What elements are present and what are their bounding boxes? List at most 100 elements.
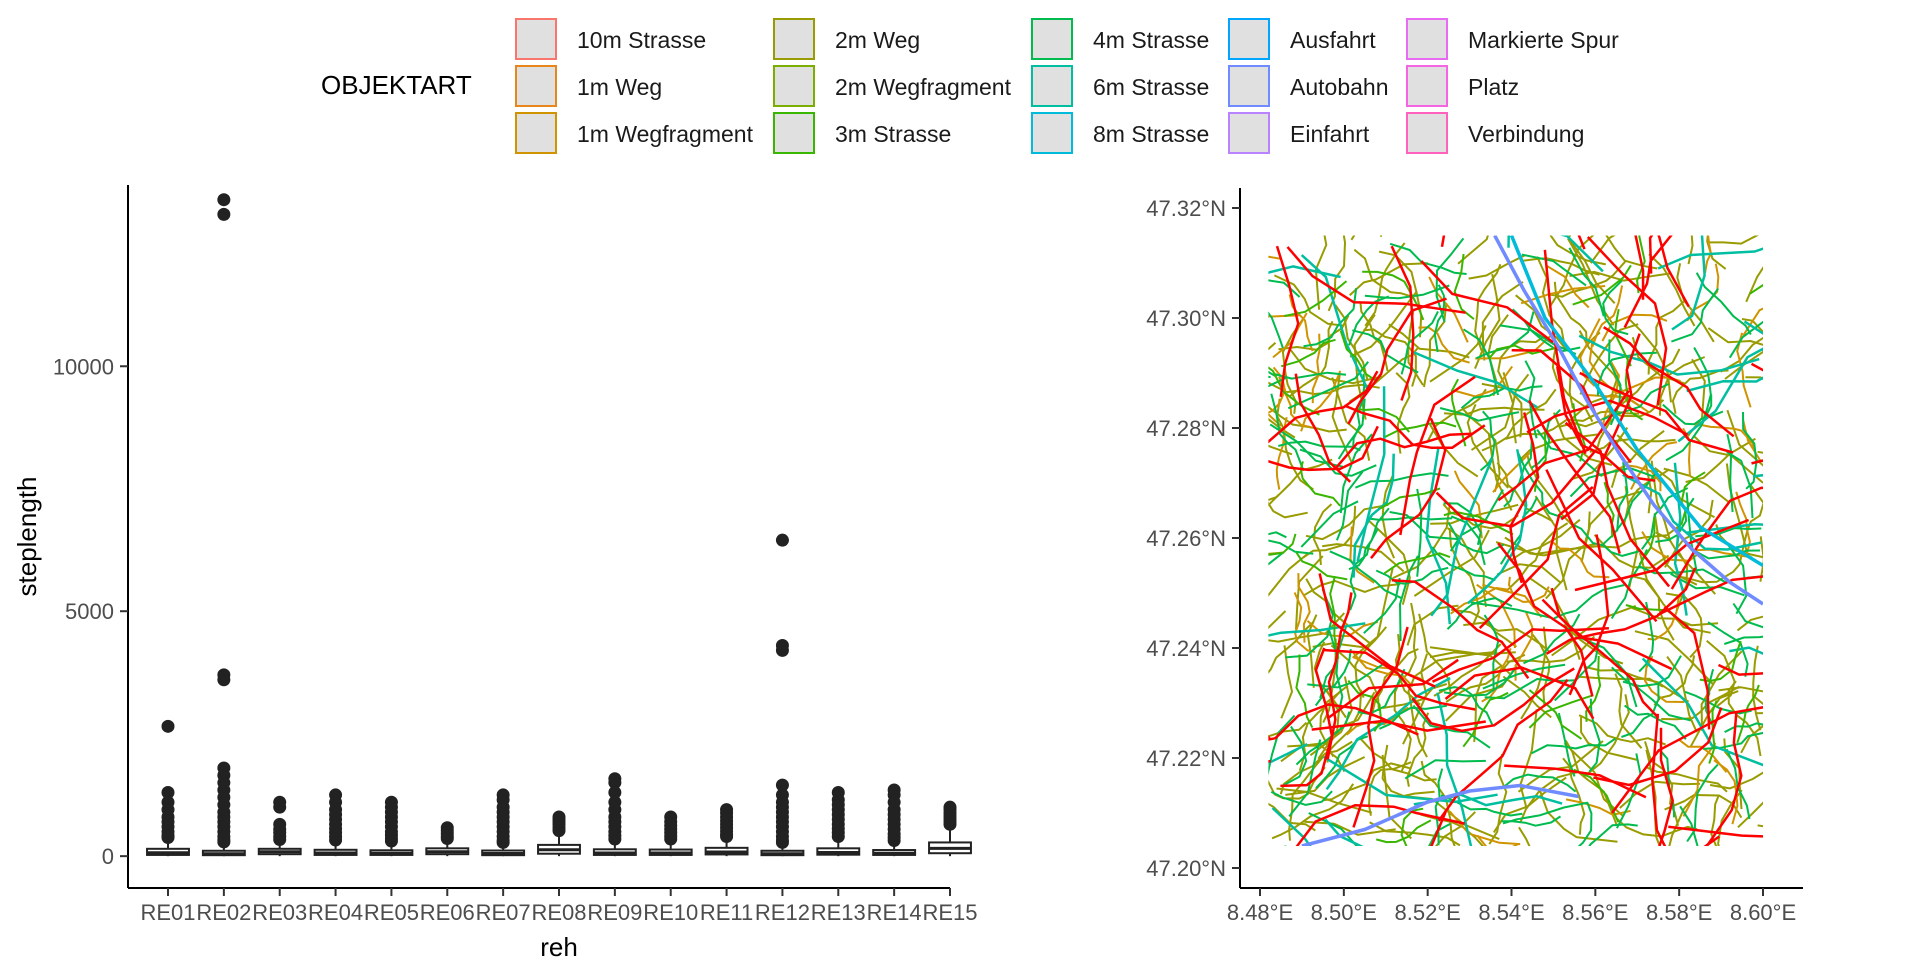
y-axis-title: steplength — [12, 477, 42, 597]
road-segment — [1304, 820, 1396, 836]
road-segment — [1295, 654, 1314, 729]
road-segment — [1745, 266, 1763, 303]
road-segment — [1288, 320, 1334, 398]
legend-label: 6m Strasse — [1093, 74, 1210, 100]
road-segment — [1629, 574, 1675, 641]
road-network — [1268, 235, 1763, 846]
road-segment — [1297, 573, 1311, 643]
road-segment — [1434, 811, 1476, 846]
box-RE12 — [760, 533, 805, 857]
legend-label: 2m Weg — [835, 27, 921, 53]
road-segment — [1326, 658, 1459, 720]
road-segment — [1679, 805, 1699, 846]
road-segment — [1555, 366, 1656, 482]
road-segment — [1605, 235, 1658, 270]
road-segment — [1749, 283, 1763, 295]
road-segment — [1661, 685, 1740, 721]
road-segment — [1663, 606, 1711, 730]
road-segment — [1648, 253, 1696, 327]
road-segment — [1353, 248, 1412, 298]
road-segment — [1680, 471, 1706, 526]
x-tick-label: RE15 — [922, 900, 977, 925]
road-segment — [1627, 317, 1672, 403]
road-segment — [1389, 511, 1461, 541]
legend-key — [773, 65, 815, 107]
outlier-point — [496, 835, 510, 849]
road-segment — [1375, 566, 1449, 585]
road-segment — [1499, 324, 1577, 356]
road-segment — [1492, 449, 1534, 493]
road-segment — [1339, 330, 1377, 382]
x-tick-label: RE04 — [308, 900, 363, 925]
lat-tick-label: 47.22°N — [1146, 746, 1226, 771]
box-RE07 — [481, 788, 526, 857]
road-segment — [1411, 667, 1575, 733]
road-segment — [1735, 491, 1751, 557]
road-segment — [1617, 348, 1681, 408]
legend-key — [773, 112, 815, 154]
road-segment — [1390, 245, 1415, 401]
road-segment — [1740, 724, 1763, 754]
x-tick-label: RE13 — [811, 900, 866, 925]
road-segment — [1462, 691, 1509, 748]
road-segment — [1364, 284, 1450, 300]
road-segment — [1684, 690, 1752, 715]
road-segment — [1446, 597, 1513, 630]
road-segment — [1585, 666, 1690, 703]
road-segment — [1288, 739, 1322, 818]
road-segment — [1572, 264, 1632, 306]
road-segment — [1710, 794, 1720, 846]
road-segment — [1479, 410, 1496, 472]
road-segment — [1699, 640, 1742, 683]
x-tick-label: RE10 — [643, 900, 698, 925]
road-segment — [1501, 815, 1562, 827]
lat-tick-label: 47.20°N — [1146, 856, 1226, 881]
road-segment — [1582, 694, 1630, 778]
road-segment — [1481, 281, 1524, 361]
road-segment — [1564, 739, 1618, 827]
outlier-point — [775, 835, 789, 849]
x-tick-label: RE08 — [531, 900, 586, 925]
road-segment — [1433, 643, 1502, 697]
road-segment — [1268, 265, 1341, 279]
road-segment — [1588, 399, 1665, 419]
road-segment — [1708, 700, 1718, 764]
road-segment — [1497, 542, 1594, 697]
highway — [1301, 783, 1579, 846]
road-segment — [1742, 307, 1763, 337]
road-segment — [1333, 432, 1472, 471]
road-segment — [1704, 235, 1712, 274]
road-segment — [1280, 647, 1334, 788]
road-segment — [1585, 655, 1602, 722]
x-tick-label: RE07 — [476, 900, 531, 925]
road-segment — [1474, 273, 1501, 369]
road-segment — [1577, 235, 1586, 250]
road-segment — [1676, 263, 1715, 343]
road-segment — [1302, 505, 1357, 559]
legend-key — [1031, 112, 1073, 154]
road-segment — [1534, 495, 1568, 591]
box-RE15 — [928, 800, 972, 857]
road-segment — [1518, 433, 1600, 462]
road-segment — [1690, 548, 1753, 559]
road-segment — [1603, 326, 1735, 438]
road-segment — [1482, 663, 1566, 690]
road-segment — [1654, 467, 1715, 519]
road-segment — [1517, 740, 1604, 793]
road-segment — [1488, 753, 1508, 845]
road-segment — [1742, 411, 1758, 490]
road-segment — [1655, 531, 1716, 595]
road-segment — [1509, 412, 1540, 584]
road-segment — [1326, 592, 1353, 760]
road-segment — [1545, 469, 1658, 623]
road-segment — [1634, 235, 1645, 300]
outlier-point — [384, 834, 398, 848]
road-segment — [1580, 717, 1638, 761]
road-segment — [1703, 835, 1720, 846]
road-segment — [1346, 706, 1409, 736]
road-segment — [1429, 325, 1487, 383]
road-segment — [1582, 393, 1650, 414]
box-RE03 — [257, 795, 302, 857]
road-segment — [1370, 648, 1419, 717]
road-segment — [1268, 552, 1310, 597]
